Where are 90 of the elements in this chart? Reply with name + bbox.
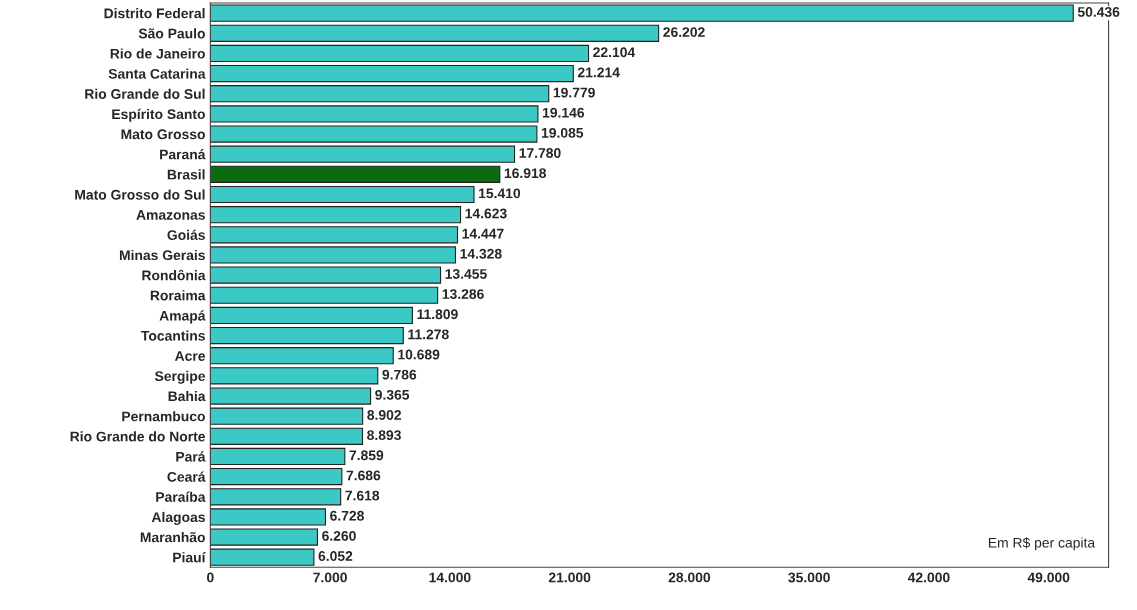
y-tick-label: Pernambuco — [122, 411, 205, 422]
y-tick-label: Goiás — [167, 229, 205, 240]
data-label: 15.410 — [479, 188, 521, 199]
data-label: 9.786 — [382, 369, 417, 380]
data-label: 11.278 — [408, 329, 449, 340]
data-label: 7.686 — [346, 470, 381, 481]
data-label: 17.780 — [519, 148, 561, 158]
y-tick-label: Rio Grande do Sul — [85, 88, 205, 99]
y-tick-label: Rondônia — [142, 269, 206, 281]
x-tick-label: 0 — [207, 572, 214, 583]
x-tick-label: 7.000 — [313, 572, 347, 583]
data-label: 19.146 — [542, 107, 585, 118]
annotation: Em R$ per capita — [988, 537, 1096, 551]
bar — [210, 85, 550, 103]
bar — [210, 266, 442, 284]
y-tick-label: Piauí — [173, 552, 206, 563]
data-label: 19.779 — [553, 87, 595, 98]
y-tick-label: Minas Gerais — [119, 249, 205, 261]
data-label: 10.689 — [398, 349, 440, 360]
y-tick-label: Paraíba — [156, 491, 206, 502]
bar — [210, 306, 413, 325]
data-label: 16.918 — [504, 168, 547, 179]
data-label: 11.809 — [417, 309, 458, 320]
y-tick-label: Alagoas — [151, 511, 205, 525]
y-tick-label: Sergipe — [154, 370, 206, 384]
y-tick-label: Ceará — [167, 471, 206, 482]
data-label: 14.447 — [462, 228, 504, 239]
y-tick-label: Pará — [176, 451, 206, 462]
bar — [210, 387, 372, 405]
bar — [210, 206, 462, 224]
x-tick-label: 28.000 — [668, 572, 711, 583]
bar — [210, 548, 315, 566]
bar — [210, 347, 394, 365]
data-label: 7.618 — [345, 490, 380, 501]
x-tick-label: 14.000 — [429, 572, 471, 583]
data-label: 21.214 — [577, 67, 620, 78]
data-label: 7.859 — [349, 450, 384, 461]
bar — [210, 226, 459, 244]
y-tick-label: São Paulo — [138, 28, 205, 39]
data-label: 50.436 — [1077, 7, 1120, 17]
bar — [210, 468, 343, 486]
y-tick-label: Mato Grosso do Sul — [75, 189, 205, 200]
bar — [210, 44, 590, 63]
y-tick-label: Acre — [174, 351, 206, 361]
y-tick-label: Maranhão — [140, 532, 205, 543]
bar — [210, 145, 516, 163]
bar — [210, 125, 538, 143]
data-label: 13.455 — [445, 268, 487, 279]
data-label: 9.365 — [375, 389, 410, 400]
y-tick-label: Tocantins — [141, 330, 205, 341]
y-tick-label: Brasil — [167, 169, 205, 180]
bar — [210, 367, 379, 385]
y-tick-label: Espírito Santo — [112, 108, 205, 122]
bar — [210, 407, 364, 425]
y-tick-label: Distrito Federal — [104, 8, 205, 19]
x-tick-label: 42.000 — [907, 572, 950, 583]
bar — [210, 4, 1074, 22]
data-label: 8.893 — [367, 430, 401, 441]
data-label: 14.328 — [460, 248, 502, 259]
data-label: 26.202 — [663, 27, 705, 38]
y-tick-label: Bahia — [168, 390, 206, 402]
y-tick-label: Mato Grosso — [121, 129, 205, 140]
data-label: 6.728 — [330, 510, 364, 521]
data-label: 14.623 — [465, 208, 507, 219]
y-tick-label: Amapá — [159, 310, 206, 324]
y-tick-label: Santa Catarina — [108, 68, 206, 79]
bar — [210, 286, 439, 304]
y-tick-label: Amazonas — [136, 210, 205, 220]
data-label: 6.052 — [318, 551, 353, 561]
y-tick-label: Roraima — [150, 290, 206, 301]
bar — [210, 326, 404, 345]
bar — [210, 165, 501, 183]
bar — [210, 64, 574, 83]
data-label: 8.902 — [367, 410, 402, 420]
bar — [210, 185, 475, 204]
data-label: 13.286 — [442, 289, 484, 299]
data-label: 22.104 — [593, 47, 636, 58]
bar — [210, 447, 346, 466]
bar — [210, 488, 342, 506]
x-tick-label: 21.000 — [548, 572, 591, 583]
y-tick-label: Paraná — [160, 149, 206, 160]
bar — [210, 105, 539, 123]
bar — [210, 427, 364, 445]
x-tick-label: 49.000 — [1027, 572, 1070, 583]
data-label: 6.260 — [322, 530, 356, 541]
data-label: 19.085 — [541, 127, 584, 138]
bar — [210, 24, 660, 42]
y-tick-label: Rio Grande do Norte — [70, 431, 206, 442]
y-tick-label: Rio de Janeiro — [110, 48, 205, 59]
x-tick-label: 35.000 — [788, 572, 830, 583]
